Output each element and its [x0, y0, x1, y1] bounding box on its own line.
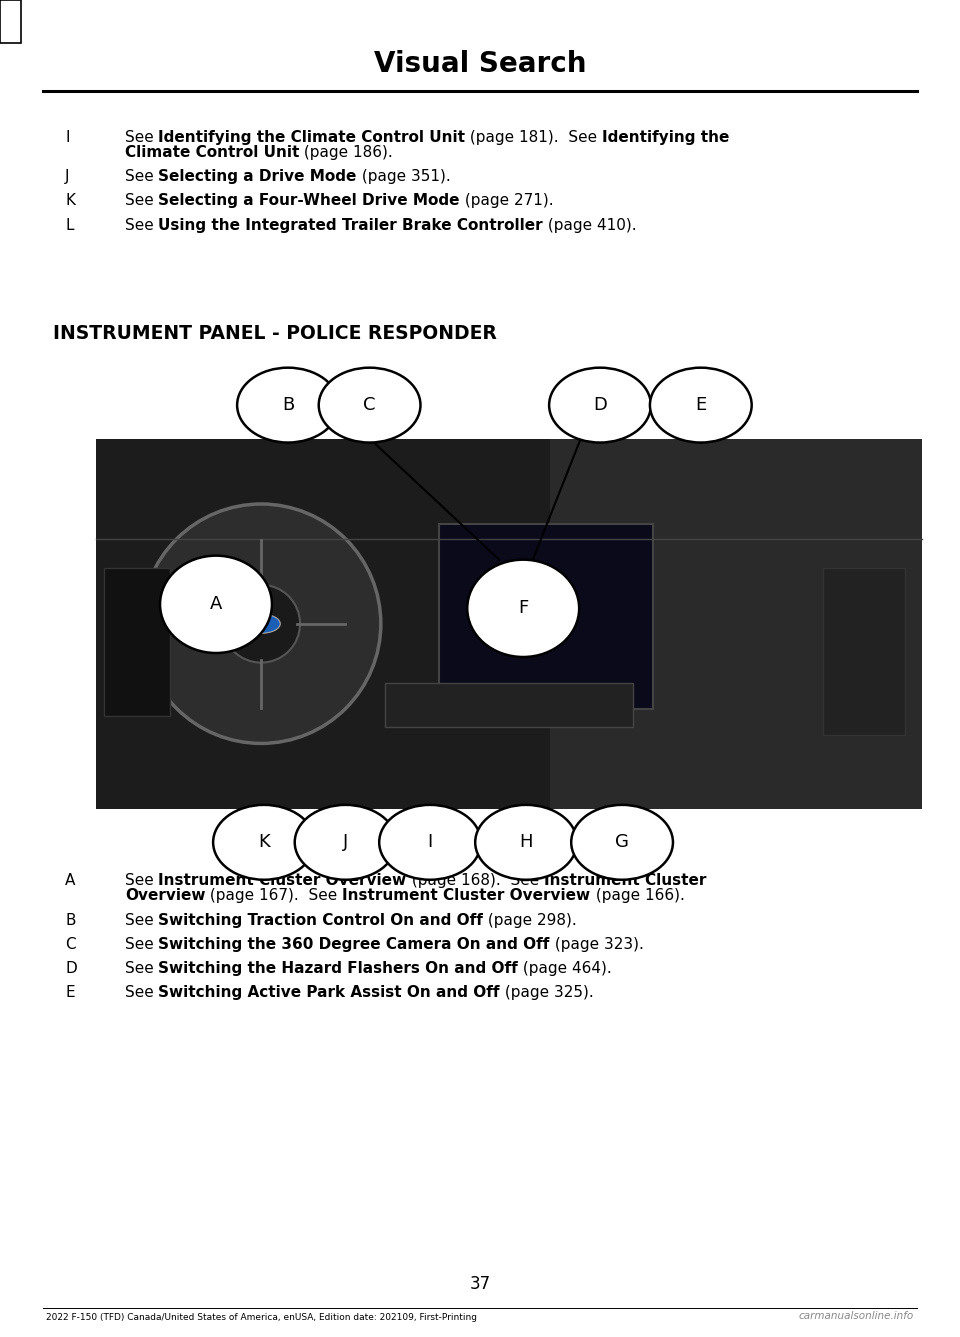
Text: (page 323).: (page 323).	[550, 937, 643, 952]
Text: Using the Integrated Trailer Brake Controller: Using the Integrated Trailer Brake Contr…	[158, 218, 543, 233]
Text: (page 167).  See: (page 167). See	[205, 889, 343, 904]
Text: J: J	[343, 833, 348, 852]
Text: Switching the 360 Degree Camera On and Off: Switching the 360 Degree Camera On and O…	[158, 937, 550, 952]
Text: (page 168).  See: (page 168). See	[406, 873, 543, 888]
Text: E: E	[65, 985, 75, 1000]
Text: carmanualsonline.info: carmanualsonline.info	[799, 1312, 914, 1321]
Text: Switching Traction Control On and Off: Switching Traction Control On and Off	[158, 913, 483, 928]
Text: (page 271).: (page 271).	[460, 194, 554, 209]
Bar	[0, 0, 21, 43]
Text: Switching the Hazard Flashers On and Off: Switching the Hazard Flashers On and Off	[158, 961, 518, 976]
Text: A: A	[210, 595, 222, 614]
Text: (page 351).: (page 351).	[357, 170, 450, 185]
Text: Visual Search: Visual Search	[373, 51, 587, 78]
Text: F: F	[518, 599, 528, 618]
Ellipse shape	[319, 368, 420, 443]
Ellipse shape	[141, 504, 381, 743]
Text: 2022 F-150 (TFD) Canada/United States of America, enUSA, Edition date: 202109, F: 2022 F-150 (TFD) Canada/United States of…	[46, 1313, 477, 1322]
Text: 37: 37	[469, 1274, 491, 1293]
Ellipse shape	[242, 614, 280, 634]
Text: D: D	[65, 961, 77, 976]
Text: D: D	[593, 396, 607, 414]
Text: Climate Control Unit: Climate Control Unit	[125, 146, 300, 160]
Text: (page 325).: (page 325).	[500, 985, 593, 1000]
Ellipse shape	[650, 368, 752, 443]
Text: Identifying the Climate Control Unit: Identifying the Climate Control Unit	[158, 130, 466, 144]
Ellipse shape	[160, 556, 272, 652]
Text: K: K	[258, 833, 270, 852]
Bar	[823, 568, 905, 735]
Text: See: See	[125, 913, 158, 928]
Bar	[105, 568, 170, 717]
Text: G: G	[615, 833, 629, 852]
Text: E: E	[695, 396, 707, 414]
Text: INSTRUMENT PANEL - POLICE RESPONDER: INSTRUMENT PANEL - POLICE RESPONDER	[53, 324, 496, 342]
Text: J: J	[65, 170, 70, 185]
Ellipse shape	[222, 584, 300, 663]
Text: C: C	[65, 937, 76, 952]
Bar	[385, 683, 633, 727]
Text: See: See	[125, 961, 158, 976]
Text: B: B	[65, 913, 76, 928]
Bar	[550, 439, 922, 809]
Text: Overview: Overview	[125, 889, 205, 904]
Text: See: See	[125, 937, 158, 952]
Text: A: A	[65, 873, 76, 888]
Bar	[96, 439, 922, 809]
Bar	[439, 524, 653, 709]
Text: Selecting a Four-Wheel Drive Mode: Selecting a Four-Wheel Drive Mode	[158, 194, 460, 209]
Text: (page 410).: (page 410).	[543, 218, 636, 233]
Text: H: H	[519, 833, 533, 852]
Ellipse shape	[571, 805, 673, 880]
Text: See: See	[125, 985, 158, 1000]
Ellipse shape	[379, 805, 481, 880]
Text: Instrument Cluster: Instrument Cluster	[543, 873, 706, 888]
Text: (page 464).: (page 464).	[518, 961, 612, 976]
Text: See: See	[125, 130, 158, 144]
Text: (page 181).  See: (page 181). See	[466, 130, 603, 144]
Ellipse shape	[237, 368, 339, 443]
Text: Selecting a Drive Mode: Selecting a Drive Mode	[158, 170, 357, 185]
Text: C: C	[363, 396, 376, 414]
Text: (page 166).: (page 166).	[590, 889, 684, 904]
Ellipse shape	[295, 805, 396, 880]
Text: Identifying the: Identifying the	[603, 130, 730, 144]
Text: I: I	[427, 833, 433, 852]
Text: See: See	[125, 218, 158, 233]
Text: See: See	[125, 170, 158, 185]
Ellipse shape	[213, 805, 315, 880]
Text: See: See	[125, 873, 158, 888]
Text: L: L	[65, 218, 74, 233]
Text: Switching Active Park Assist On and Off: Switching Active Park Assist On and Off	[158, 985, 500, 1000]
Text: (page 186).: (page 186).	[300, 146, 393, 160]
Ellipse shape	[549, 368, 651, 443]
Text: Instrument Cluster Overview: Instrument Cluster Overview	[158, 873, 406, 888]
Text: K: K	[65, 194, 75, 209]
Text: See: See	[125, 194, 158, 209]
Ellipse shape	[475, 805, 577, 880]
Ellipse shape	[468, 560, 579, 656]
Text: Instrument Cluster Overview: Instrument Cluster Overview	[343, 889, 590, 904]
Text: I: I	[65, 130, 70, 144]
Text: (page 298).: (page 298).	[483, 913, 577, 928]
Text: B: B	[282, 396, 294, 414]
